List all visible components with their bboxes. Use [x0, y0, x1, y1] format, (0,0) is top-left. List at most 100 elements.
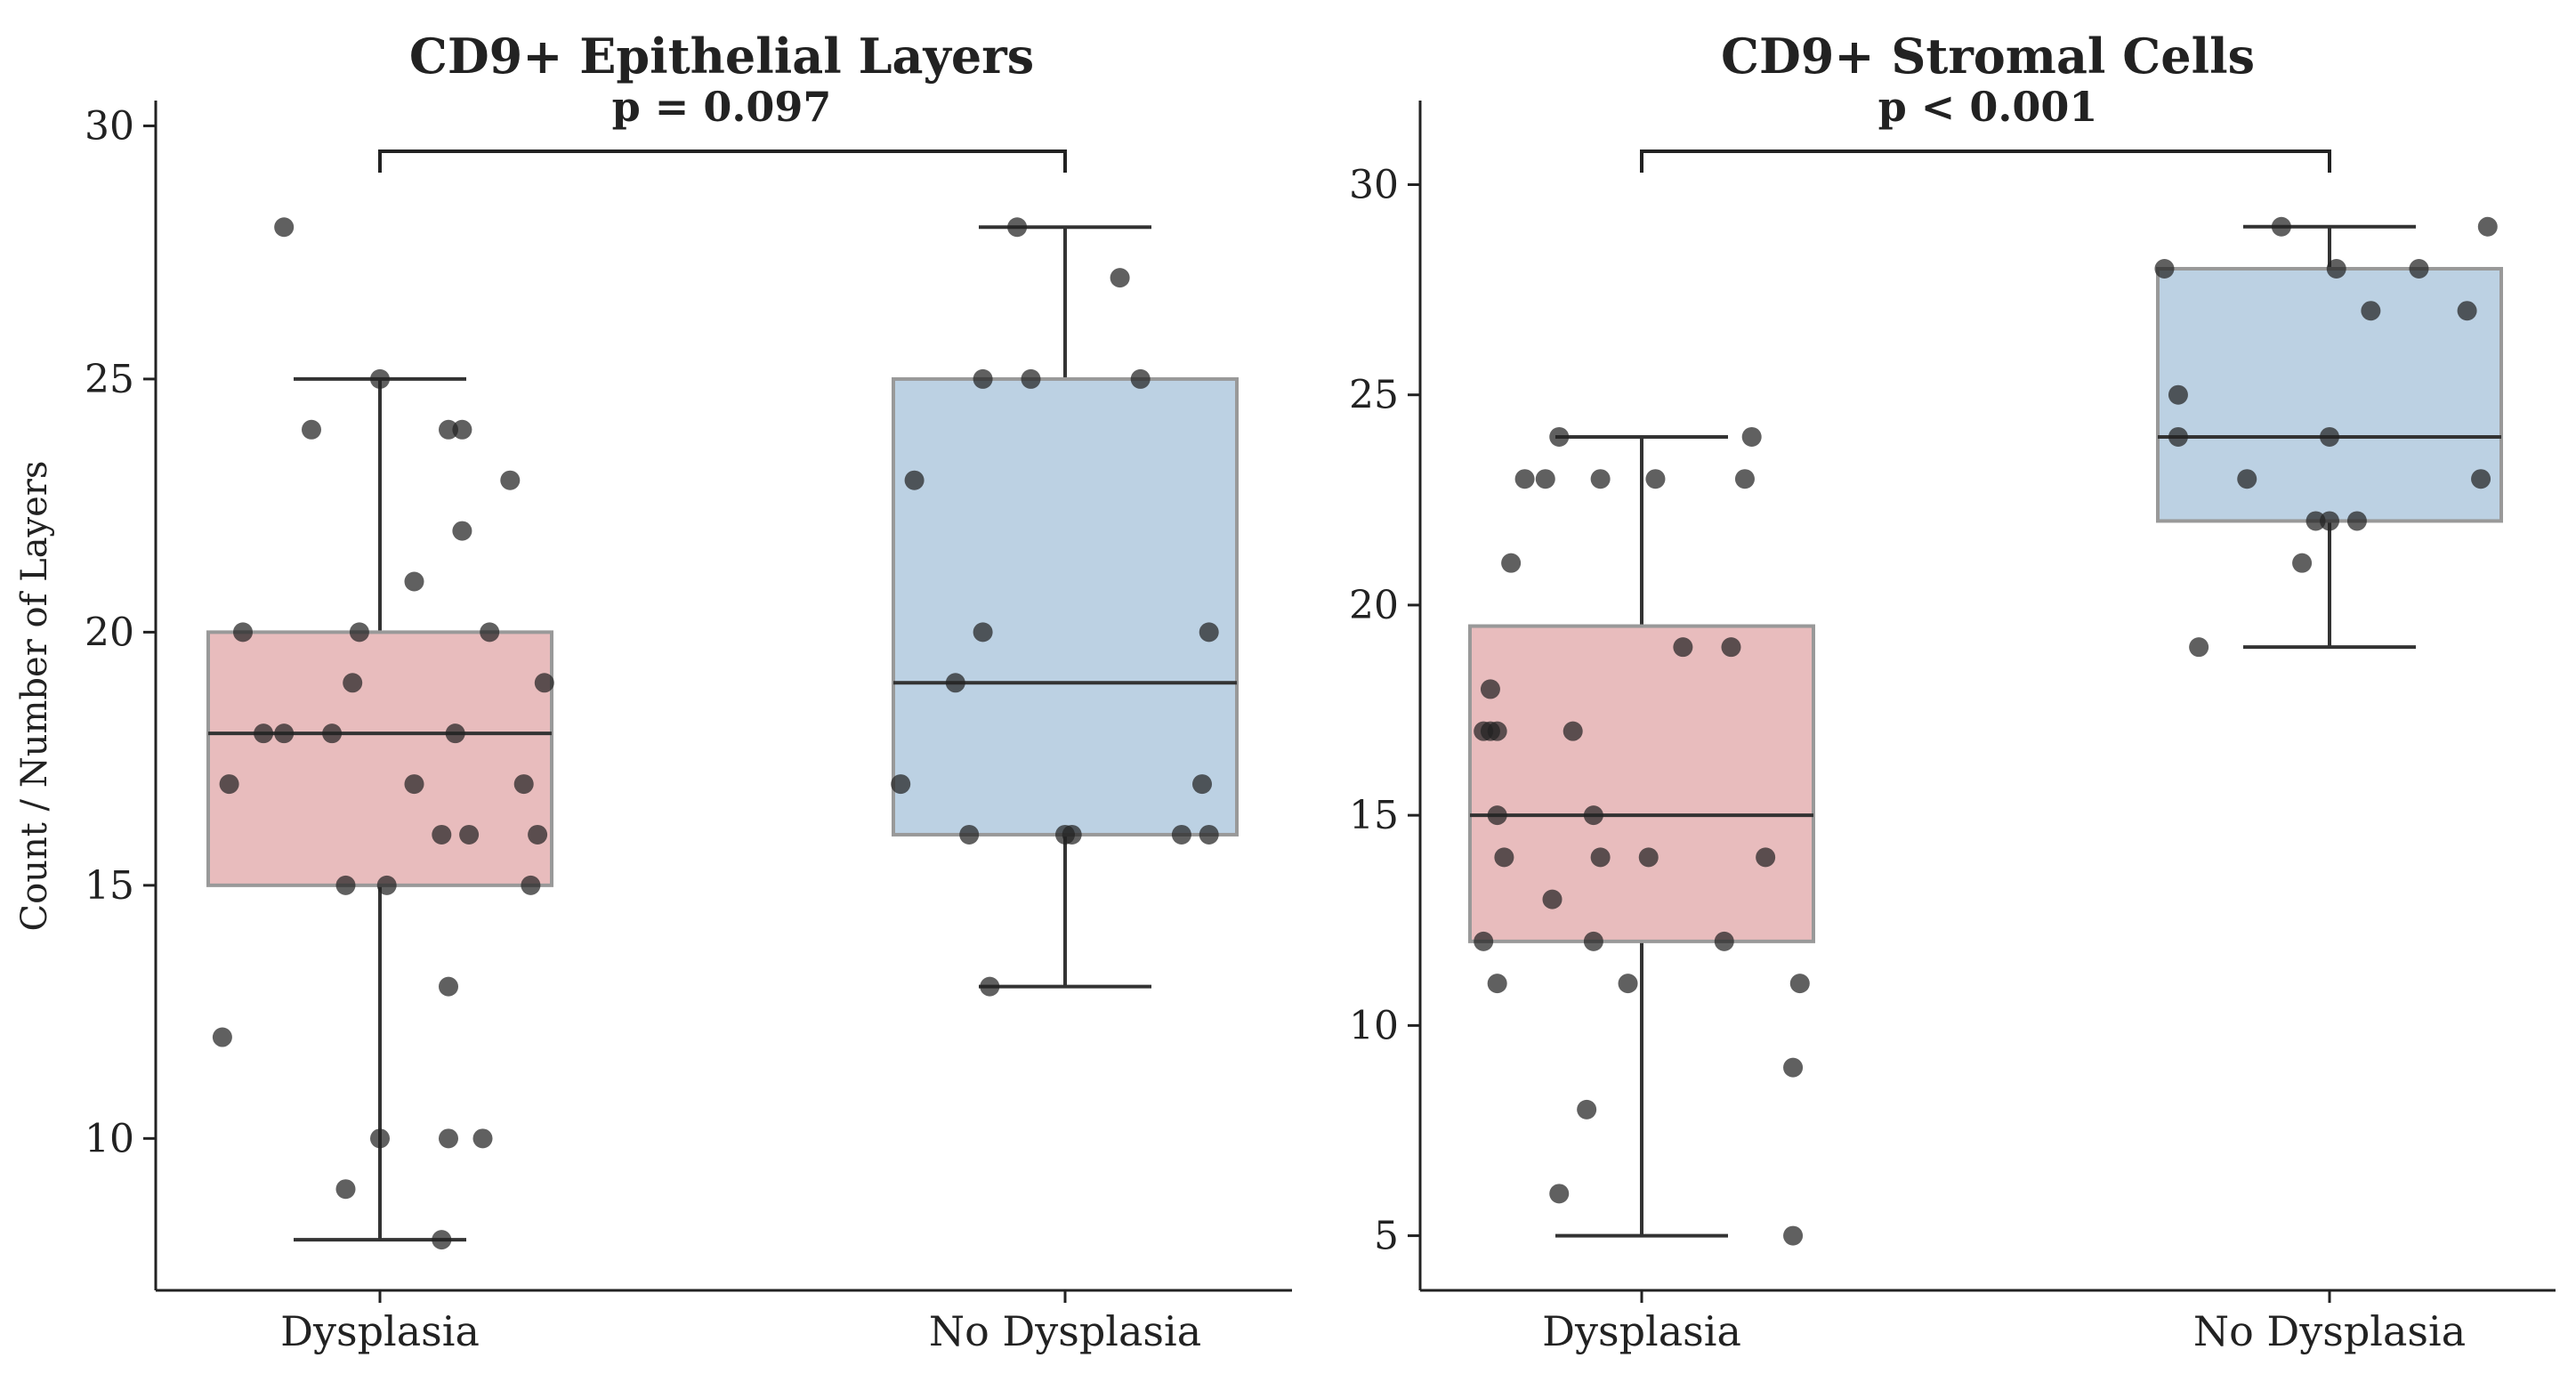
data-point — [1542, 889, 1563, 909]
p-value-label: p < 0.001 — [1878, 83, 2098, 131]
data-point — [432, 824, 452, 845]
data-point — [1110, 268, 1130, 288]
data-point — [1487, 974, 1507, 994]
data-point — [2320, 426, 2339, 447]
x-tick-label: No Dysplasia — [2193, 1307, 2466, 1355]
data-point — [973, 622, 993, 643]
data-point — [452, 521, 472, 541]
data-point — [349, 622, 369, 643]
y-tick-label: 10 — [1349, 1003, 1399, 1048]
y-tick-label: 15 — [1349, 793, 1399, 838]
data-point — [521, 875, 541, 895]
box-no-dysplasia — [891, 217, 1239, 997]
data-point — [2409, 258, 2429, 279]
data-point — [302, 419, 321, 440]
box-no-dysplasia — [2154, 216, 2503, 658]
data-point — [1590, 469, 1611, 489]
data-point — [1645, 469, 1666, 489]
data-point — [1474, 931, 1494, 951]
data-point — [513, 774, 534, 795]
data-point — [959, 824, 980, 845]
data-point — [1783, 1225, 1804, 1246]
data-point — [2271, 216, 2291, 237]
data-point — [1199, 824, 1219, 845]
iqr-box — [892, 376, 1239, 837]
data-point — [370, 368, 390, 389]
data-point — [254, 723, 274, 744]
panel-stromal-cells: CD9+ Stromal Cells p < 0.001 5 10 15 20 25 30… — [1349, 28, 2556, 1355]
data-point — [1501, 553, 1522, 573]
data-point — [439, 1128, 458, 1149]
data-point — [452, 419, 472, 440]
data-point — [212, 1027, 232, 1047]
data-point — [1007, 217, 1028, 238]
y-tick-label: 25 — [1349, 373, 1399, 418]
data-point — [1549, 426, 1570, 447]
y-tick-label: 30 — [85, 103, 134, 149]
x-tick-label: No Dysplasia — [929, 1307, 1201, 1355]
data-point — [1563, 721, 1583, 741]
data-point — [1171, 824, 1191, 845]
y-tick-label: 10 — [85, 1116, 134, 1161]
data-point — [1590, 847, 1611, 868]
data-point — [2168, 384, 2188, 405]
data-point — [1514, 469, 1535, 489]
data-point — [1130, 368, 1151, 389]
significance-bracket — [378, 150, 1067, 173]
data-point — [459, 824, 480, 845]
data-point — [2326, 258, 2346, 279]
y-tick-label: 5 — [1374, 1214, 1399, 1259]
data-point — [1535, 469, 1555, 489]
data-point — [376, 875, 397, 895]
data-point — [1756, 847, 1776, 868]
data-point — [335, 875, 356, 895]
data-point — [534, 673, 554, 693]
data-point — [1714, 931, 1734, 951]
plot-area: 5 10 15 20 25 30 Dysplasia No Dysplasia — [1349, 101, 2556, 1355]
data-point — [274, 723, 295, 744]
data-point — [1734, 469, 1755, 489]
data-point — [1192, 774, 1212, 795]
data-point — [904, 470, 925, 490]
data-point — [439, 419, 458, 440]
data-point — [472, 1128, 493, 1149]
data-point — [1618, 974, 1638, 994]
data-point — [2346, 511, 2367, 531]
y-tick-label: 15 — [85, 863, 134, 909]
y-tick-label: 20 — [1349, 583, 1399, 628]
data-point — [2457, 301, 2477, 321]
data-point — [528, 824, 548, 845]
data-point — [370, 1128, 390, 1149]
data-point — [2237, 469, 2257, 489]
data-point — [1577, 1099, 1597, 1119]
chart-title: CD9+ Stromal Cells — [1721, 28, 2255, 85]
data-point — [980, 976, 1000, 997]
y-tick-label: 20 — [85, 610, 134, 655]
data-point — [1583, 805, 1603, 826]
x-tick-label: Dysplasia — [280, 1307, 480, 1355]
chart-title: CD9+ Epithelial Layers — [409, 28, 1034, 85]
data-point — [1480, 679, 1500, 699]
panel-epithelial-layers: CD9+ Epithelial Layers p = 0.097 Count /… — [14, 28, 1292, 1355]
box-dysplasia — [1468, 426, 1815, 1246]
iqr-box — [2156, 266, 2503, 523]
data-point — [945, 673, 965, 693]
data-point — [891, 774, 911, 795]
data-point — [2168, 426, 2188, 447]
data-point — [1783, 1057, 1804, 1078]
data-point — [1741, 426, 1762, 447]
data-point — [439, 976, 458, 997]
data-point — [2292, 553, 2313, 573]
plot-area: 10 15 20 25 30 Dysplasia No Dysplasia — [85, 101, 1292, 1355]
data-point — [2305, 511, 2326, 531]
data-point — [1721, 637, 1741, 658]
data-point — [1062, 824, 1082, 845]
data-point — [1487, 805, 1507, 826]
data-point — [1021, 368, 1041, 389]
data-point — [445, 723, 465, 744]
data-point — [2477, 216, 2498, 237]
p-value-label: p = 0.097 — [612, 83, 832, 131]
data-point — [343, 673, 363, 693]
data-point — [480, 622, 500, 643]
